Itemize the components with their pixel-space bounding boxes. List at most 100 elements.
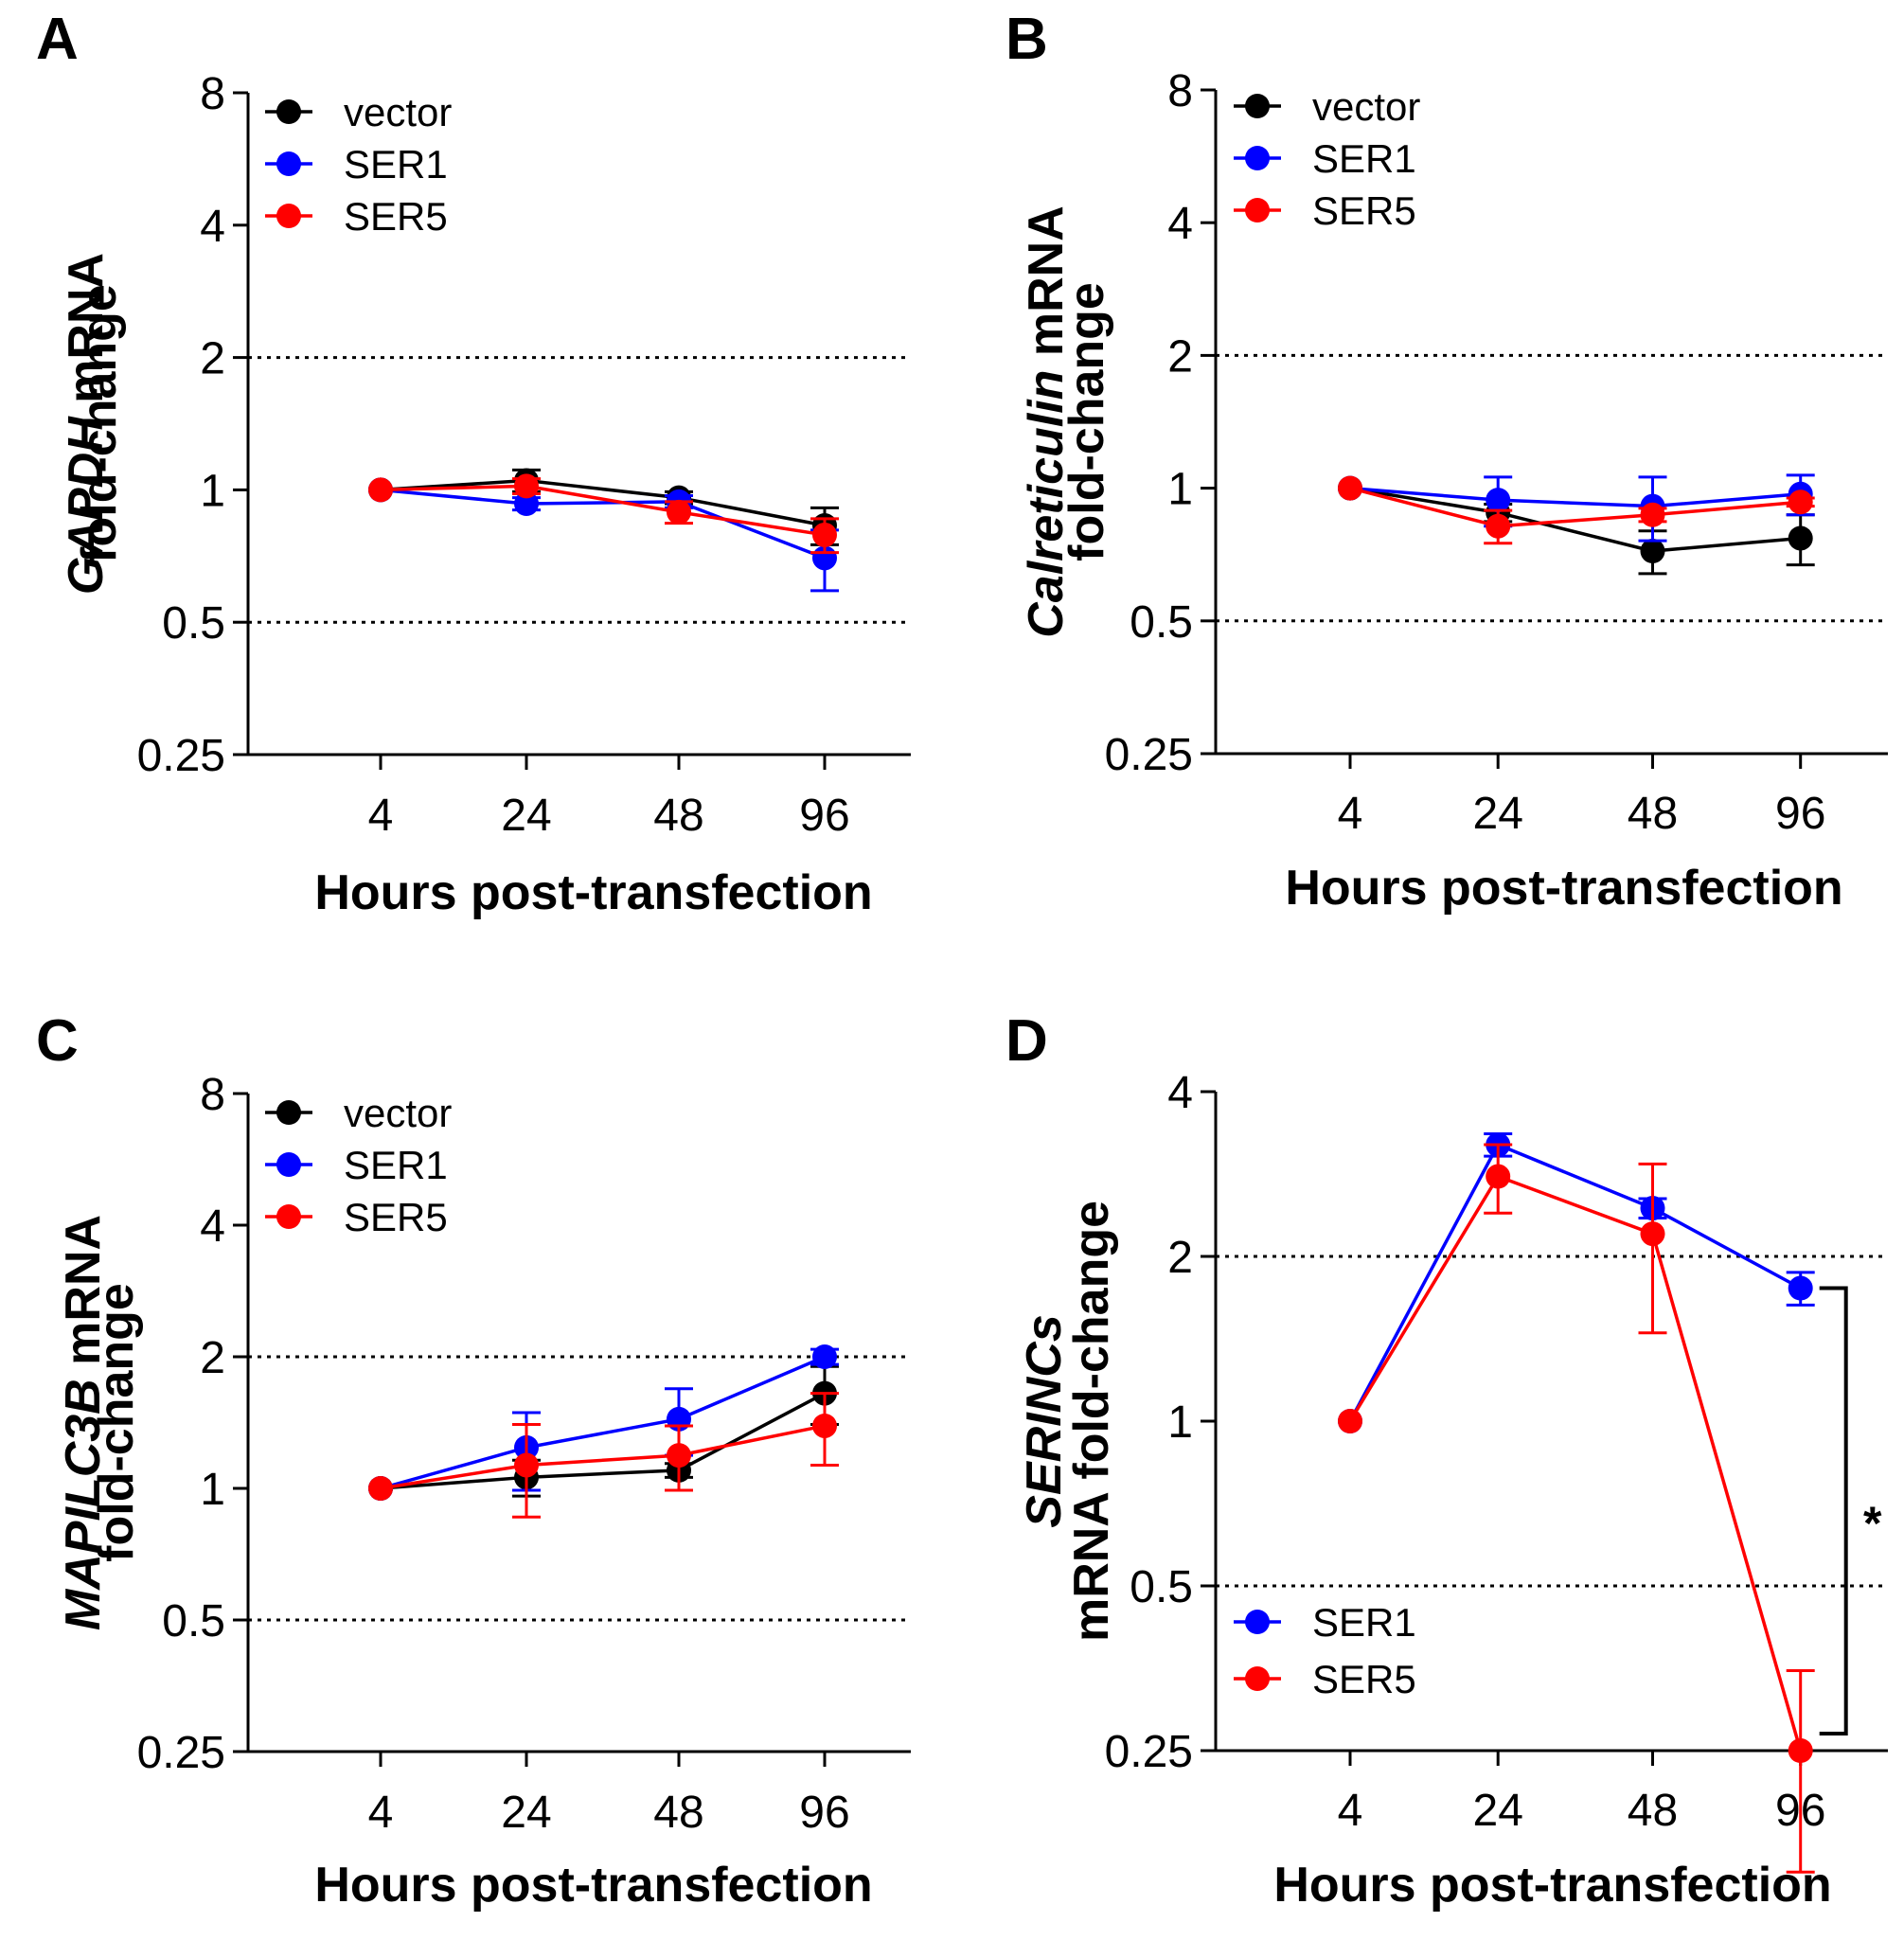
- data-point: [1338, 475, 1362, 501]
- y-tick-label: 2: [1167, 1233, 1193, 1283]
- series-ser5: [1338, 1143, 1815, 1874]
- y-tick-label: 2: [200, 334, 225, 384]
- series-line: [1348, 1174, 1803, 1752]
- y-tick-label: 0.5: [162, 598, 225, 649]
- data-point: [1640, 539, 1665, 564]
- y-axis-title-line2: mRNA fold-change: [1064, 1201, 1119, 1642]
- y-tick-label: 8: [200, 69, 225, 119]
- legend-label: SER1: [344, 1143, 448, 1187]
- legend-label: SER1: [1312, 136, 1416, 181]
- panel-letter: C: [36, 1008, 79, 1074]
- data-point: [514, 1452, 539, 1478]
- legend-marker: [276, 1152, 301, 1177]
- data-point: [1486, 1164, 1511, 1189]
- series-vector: [1338, 475, 1815, 576]
- data-point: [514, 491, 539, 517]
- y-tick-label: 1: [1167, 465, 1193, 515]
- x-tick-label: 24: [501, 1788, 551, 1838]
- data-point: [514, 473, 539, 499]
- x-tick-label: 48: [653, 791, 703, 841]
- y-tick-label: 4: [1167, 1068, 1193, 1118]
- x-tick-label: 48: [653, 1788, 703, 1838]
- y-tick-label: 4: [200, 1201, 225, 1252]
- legend-label: SER5: [1312, 1657, 1416, 1701]
- x-tick-label: 96: [799, 1788, 849, 1838]
- series-line: [1349, 486, 1801, 528]
- x-tick-label: 24: [1473, 1786, 1523, 1836]
- y-axis-title-rest: mRNA: [56, 1215, 111, 1379]
- series-line: [380, 488, 826, 560]
- y-tick-label: 8: [1167, 66, 1193, 116]
- x-axis-title: Hours post-transfection: [1285, 861, 1842, 916]
- y-axis-title-line2: fold-change: [1059, 282, 1114, 561]
- y-tick-label: 0.5: [1130, 1562, 1193, 1612]
- series-line: [1349, 486, 1801, 508]
- y-tick-label: 2: [1167, 331, 1193, 382]
- legend-label: vector: [344, 90, 452, 134]
- series-ser1: [1338, 1132, 1815, 1433]
- y-axis-title: MAPILC3B mRNA: [56, 1215, 111, 1630]
- legend: vector SER1 SER5: [1234, 84, 1420, 233]
- y-axis-title: Calreticulin mRNA: [1019, 205, 1074, 638]
- series-line: [380, 484, 826, 537]
- data-point: [368, 1476, 393, 1501]
- legend-marker: [276, 204, 301, 228]
- series-ser5: [368, 1392, 839, 1519]
- legend-marker: [1245, 94, 1270, 118]
- y-axis-title-italic: MAPILC3B: [56, 1379, 111, 1630]
- y-axis-title-italic: SERINCs: [1017, 1314, 1072, 1527]
- x-tick-label: 4: [368, 1788, 394, 1838]
- data-point: [1486, 513, 1511, 539]
- y-tick-label: 2: [200, 1333, 225, 1383]
- data-point: [1788, 1738, 1813, 1763]
- y-tick-label: 0.5: [1130, 597, 1193, 648]
- legend-label: vector: [344, 1091, 452, 1135]
- data-point: [1788, 525, 1813, 551]
- legend-marker: [276, 1100, 301, 1125]
- series-line: [380, 1392, 826, 1490]
- x-tick-label: 4: [1338, 789, 1363, 839]
- y-tick-label: 0.5: [162, 1596, 225, 1646]
- legend-label: vector: [1312, 84, 1420, 129]
- data-point: [667, 499, 691, 525]
- series-ser5: [368, 473, 839, 555]
- y-axis-title-line2: fold-change: [72, 284, 127, 563]
- y-tick-label: 0.25: [137, 1728, 225, 1778]
- series-line: [380, 1424, 826, 1490]
- y-tick-label: 8: [200, 1070, 225, 1120]
- x-axis-title: Hours post-transfection: [314, 865, 872, 920]
- data-point: [812, 1413, 837, 1438]
- x-tick-label: 96: [1775, 789, 1825, 839]
- x-tick-label: 48: [1628, 1786, 1678, 1836]
- panel-letter: D: [1005, 1008, 1048, 1074]
- legend: SER1 SER5: [1234, 1600, 1416, 1701]
- data-point: [1640, 1221, 1665, 1247]
- x-tick-label: 24: [1473, 789, 1523, 839]
- data-point: [1788, 489, 1813, 515]
- y-axis-title-italic: Calreticulin: [1019, 370, 1074, 638]
- legend-marker: [276, 1204, 301, 1229]
- x-axis-title: Hours post-transfection: [1273, 1858, 1831, 1913]
- legend: vector SER1 SER5: [265, 1091, 452, 1239]
- y-axis-title-rest: mRNA: [59, 253, 114, 417]
- series-line: [380, 478, 826, 527]
- y-axis-title: GAPDH mRNA: [59, 253, 114, 595]
- legend-label: SER5: [344, 194, 448, 239]
- y-tick-label: 1: [200, 1465, 225, 1515]
- legend-label: SER1: [344, 142, 448, 187]
- y-tick-label: 4: [1167, 199, 1193, 249]
- data-point: [812, 522, 837, 547]
- series-ser5: [1338, 475, 1815, 545]
- data-point: [1788, 1275, 1813, 1301]
- legend: vector SER1 SER5: [265, 90, 452, 239]
- series-line: [1348, 1142, 1802, 1422]
- data-point: [1640, 502, 1665, 527]
- legend-marker: [276, 99, 301, 124]
- legend-marker: [1245, 1666, 1270, 1691]
- legend-label: SER5: [344, 1195, 448, 1239]
- x-tick-label: 24: [501, 791, 551, 841]
- y-tick-label: 0.25: [137, 731, 225, 781]
